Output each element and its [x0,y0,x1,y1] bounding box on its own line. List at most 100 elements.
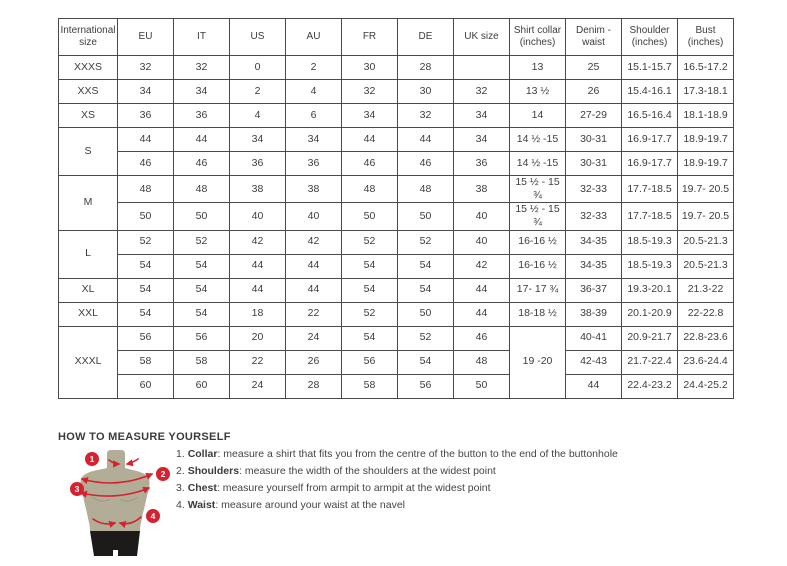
size-chart: International size EU IT US AU FR DE UK size Shi… [58,18,734,399]
value-cell: 44 [341,127,398,152]
value-cell: 36 [453,151,510,176]
value-cell: 2 [229,79,286,104]
value-cell: 30 [341,55,398,80]
column-header: Bust (inches) [677,18,734,56]
value-cell: 44 [285,277,342,303]
value-cell: 18.9-19.7 [677,151,734,176]
value-cell: 4 [285,79,342,104]
value-cell: 34 [173,79,230,104]
value-cell: 19 -20 [509,325,566,399]
value-cell: 32 [453,79,510,104]
value-cell: 4 [229,103,286,128]
value-cell: 38 [285,174,342,204]
value-cell: 44 [453,277,510,303]
value-cell: 16.9-17.7 [621,151,678,176]
value-cell: 54 [397,277,454,303]
value-cell: 22 [229,349,286,375]
value-cell: 17.7-18.5 [621,202,678,231]
svg-text:4: 4 [151,511,156,521]
value-cell: 18-18 ½ [509,301,566,327]
value-cell: 54 [117,277,174,303]
value-cell: 44 [229,253,286,279]
value-cell: 20.1-20.9 [621,301,678,327]
value-cell: 18.9-19.7 [677,127,734,152]
value-cell: 44 [565,373,622,399]
table-row: XXS 34 34 2 4 32 30 32 13 ½ 26 15.4-16.1 17.3-18.1 [58,79,734,104]
value-cell: 48 [173,174,230,204]
chest-measure-arrow-icon [79,486,151,498]
value-cell: 30-31 [565,127,622,152]
measure-step: 2. Shoulders: measure the width of the s… [176,465,496,477]
table-row: 58 58 22 26 56 54 48 42-43 21.7-22.4 23.6-24.4 [59,349,734,375]
column-header: EU [117,18,174,56]
value-cell: 28 [397,55,454,80]
value-cell: 42-43 [565,349,622,375]
value-cell: 50 [453,373,510,399]
value-cell: 52 [173,229,230,255]
value-cell: 17.7-18.5 [621,174,678,204]
svg-text:1: 1 [90,454,95,464]
value-cell: 19.7- 20.5 [677,202,734,231]
size-table-body: XXXS 32 32 0 2 30 28 13 25 15.1-15.7 16.5-17.2 XXS 3… [58,55,734,399]
value-cell: 15.4-16.1 [621,79,678,104]
value-cell: 24.4-25.2 [677,373,734,399]
value-cell: 32 [117,55,174,80]
value-cell: 56 [397,373,454,399]
value-cell: 24 [285,325,342,351]
value-cell: 18.1-18.9 [677,103,734,128]
value-cell: 34-35 [565,229,622,255]
value-cell: 20.5-21.3 [677,253,734,279]
table-row: XXXL 56 56 20 24 54 52 46 19 -20 40-41 20.9-21.7 22… [58,325,734,399]
value-cell: 36 [173,103,230,128]
value-cell: 18.5-19.3 [621,253,678,279]
column-header: AU [285,18,342,56]
value-cell: 26 [565,79,622,104]
value-cell: 19.7- 20.5 [677,174,734,204]
table-row: XL 54 54 44 44 54 54 44 17- 17 ¾ 36-37 19.3-20.1 21… [58,277,734,303]
value-cell: 22.4-23.2 [621,373,678,399]
value-cell: 16.5-17.2 [677,55,734,80]
measure-step: 1. Collar: measure a shirt that fits you… [176,448,618,460]
value-cell: 19.3-20.1 [621,277,678,303]
value-cell: 27-29 [565,103,622,128]
value-cell: 54 [173,301,230,327]
value-cell: 25 [565,55,622,80]
size-table-head-row: International size EU IT US AU FR DE UK size Shi… [58,18,734,56]
value-cell: 42 [453,253,510,279]
value-cell: 34-35 [565,253,622,279]
value-cell: 50 [397,301,454,327]
value-cell: 22.8-23.6 [677,325,734,351]
shoulders-measure-arrow-icon [80,472,154,485]
value-cell: 26 [285,349,342,375]
value-cell: 30 [397,79,454,104]
value-cell: 58 [173,349,230,375]
value-cell: 56 [341,349,398,375]
svg-text:2: 2 [161,469,166,479]
step-1-badge: 1 [85,452,99,466]
column-header: IT [173,18,230,56]
value-cell: 28 [285,373,342,399]
value-cell: 34 [341,103,398,128]
size-label-cell: XL [58,277,118,303]
value-cell: 44 [117,127,174,152]
value-cell: 52 [341,301,398,327]
value-cell: 46 [173,151,230,176]
value-cell: 34 [453,127,510,152]
value-cell: 44 [229,277,286,303]
size-label-cell: XXXL [58,325,118,399]
value-cell: 16-16 ½ [509,253,566,279]
value-cell: 54 [341,325,398,351]
value-cell: 34 [285,127,342,152]
value-cell: 14 ½ -15 [509,151,566,176]
measure-step-label: Shoulders [187,465,240,477]
waist-measure-arrows-icon [92,516,142,529]
value-cell: 36 [229,151,286,176]
value-cell: 52 [117,229,174,255]
value-cell: 22-22.8 [677,301,734,327]
size-label-cell: S [58,127,118,176]
measure-step-label: Chest [187,482,217,494]
table-row: 46 46 36 36 46 46 36 14 ½ -15 30-31 16.9-17.7 18.9… [59,151,734,176]
column-header: Shirt collar (inches) [509,18,566,56]
value-cell: 13 ½ [509,79,566,104]
value-cell: 50 [397,202,454,231]
